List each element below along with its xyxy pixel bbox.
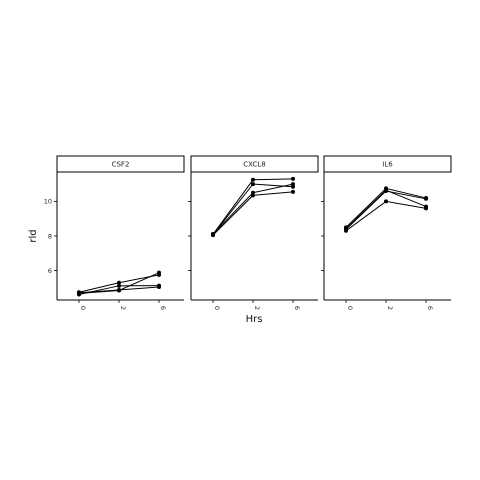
facet-il6: IL6 0 2 6 xyxy=(321,155,452,310)
series-line xyxy=(345,189,427,230)
data-point xyxy=(424,195,428,200)
data-point xyxy=(211,232,215,237)
data-point xyxy=(117,283,121,288)
x-tick-label: 6 xyxy=(159,306,167,310)
x-tick-label: 6 xyxy=(426,306,434,310)
x-tick-label: 0 xyxy=(213,306,221,310)
data-point xyxy=(344,226,348,231)
x-tick-label: 2 xyxy=(253,306,261,310)
facet-strip-label: CXCL8 xyxy=(243,161,265,169)
facet-strip xyxy=(56,155,185,173)
facet-strip xyxy=(323,155,452,173)
x-tick-label: 6 xyxy=(293,306,301,310)
y-tick-label: 6 xyxy=(48,267,52,275)
data-point xyxy=(117,288,121,293)
y-tick-label: 8 xyxy=(48,232,52,240)
y-axis-title: rld xyxy=(28,229,39,242)
data-point xyxy=(384,188,388,193)
facet-strip-label: CSF2 xyxy=(112,161,130,169)
data-point xyxy=(251,177,255,182)
facet-csf2: CSF2 6 8 10 0 2 6 xyxy=(44,155,185,310)
data-point xyxy=(77,291,81,296)
x-tick-label: 0 xyxy=(79,306,87,310)
data-point xyxy=(251,182,255,187)
data-point xyxy=(157,270,161,275)
facet-panels: CSF2 6 8 10 0 2 6 CXCL8 0 2 6 IL6 0 2 6 xyxy=(44,155,452,310)
data-point xyxy=(384,199,388,204)
series-line xyxy=(212,178,294,235)
x-tick-label: 2 xyxy=(119,306,127,310)
data-point xyxy=(291,176,295,181)
data-point xyxy=(157,283,161,288)
x-axis-title: Hrs xyxy=(246,314,263,325)
facet-strip xyxy=(190,155,319,173)
x-tick-label: 0 xyxy=(346,306,354,310)
data-point xyxy=(291,184,295,189)
y-tick-label: 10 xyxy=(44,198,52,206)
facet-strip-label: IL6 xyxy=(382,161,393,169)
data-point xyxy=(251,190,255,195)
series-line xyxy=(345,190,427,230)
x-tick-label: 2 xyxy=(386,306,394,310)
data-point xyxy=(291,189,295,194)
series-line xyxy=(212,191,294,236)
facet-cxcl8: CXCL8 0 2 6 xyxy=(188,155,319,310)
data-point xyxy=(424,204,428,209)
data-point xyxy=(117,280,121,285)
